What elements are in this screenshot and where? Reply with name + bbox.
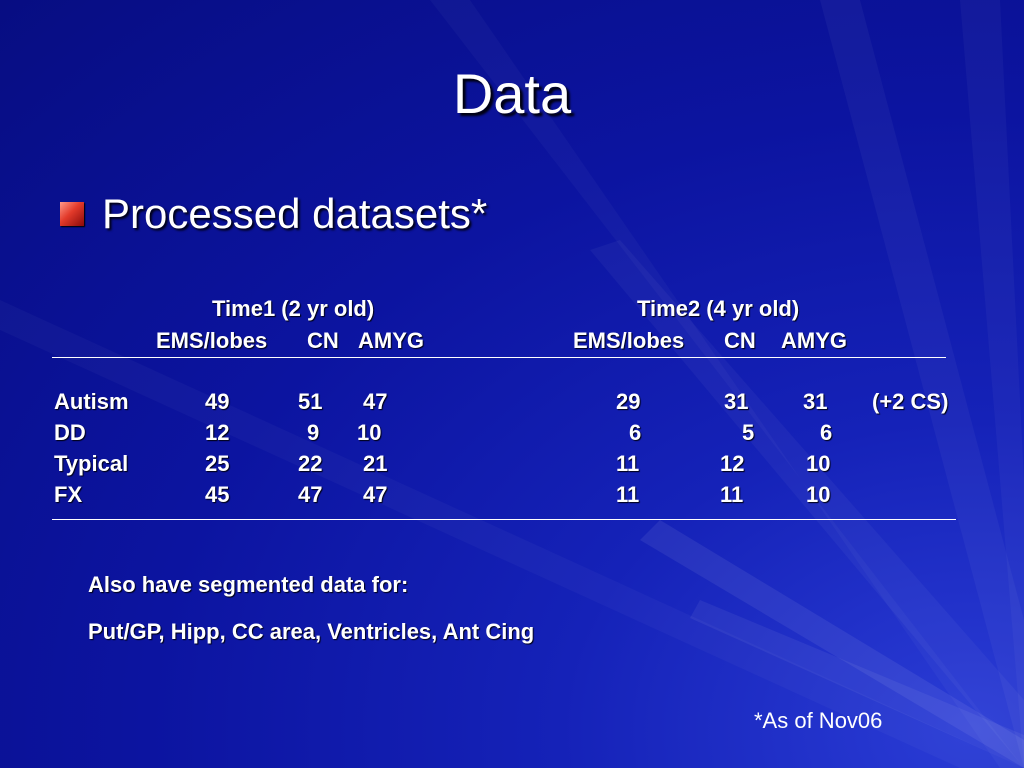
row-note: (+2 CS) xyxy=(872,389,949,414)
table-cell: 47 xyxy=(363,482,388,507)
table-cell: 5 xyxy=(742,420,755,445)
row-label: Typical xyxy=(54,451,129,476)
table-cell: 10 xyxy=(806,451,831,476)
col-header-cn-t1: CN xyxy=(307,328,339,353)
bullet-text: Processed datasets* xyxy=(102,190,488,237)
table-cell: 47 xyxy=(363,389,388,414)
col-header-amyg-t1: AMYG xyxy=(358,328,424,353)
table-cell: 47 xyxy=(298,482,323,507)
table-cell: 10 xyxy=(806,482,831,507)
table-bottom-rule xyxy=(52,519,956,520)
col-header-ems-lobes-t1: EMS/lobes xyxy=(156,328,268,353)
row-label: DD xyxy=(54,420,86,445)
table-cell: 29 xyxy=(616,389,641,414)
table-cell: 49 xyxy=(205,389,230,414)
table-cell: 6 xyxy=(820,420,833,445)
table-cell: 6 xyxy=(629,420,642,445)
table-cell: 31 xyxy=(724,389,749,414)
row-label: Autism xyxy=(54,389,129,414)
time1-header: Time1 (2 yr old) xyxy=(212,296,375,321)
col-header-cn-t2: CN xyxy=(724,328,756,353)
segmented-data-heading: Also have segmented data for: xyxy=(88,572,409,597)
table-cell: 21 xyxy=(363,451,388,476)
table-cell: 9 xyxy=(307,420,320,445)
row-label: FX xyxy=(54,482,83,507)
table-cell: 45 xyxy=(205,482,230,507)
slide-title: Data xyxy=(452,62,572,125)
table-cell: 11 xyxy=(616,482,640,507)
table-cell: 31 xyxy=(803,389,828,414)
table-cell: 22 xyxy=(298,451,323,476)
col-header-ems-lobes-t2: EMS/lobes xyxy=(573,328,685,353)
segmented-data-list: Put/GP, Hipp, CC area, Ventricles, Ant C… xyxy=(88,619,535,644)
table-cell: 51 xyxy=(298,389,323,414)
table-cell: 12 xyxy=(205,420,230,445)
col-header-amyg-t2: AMYG xyxy=(781,328,847,353)
footnote: *As of Nov06 xyxy=(754,708,883,733)
table-top-rule xyxy=(52,357,946,358)
square-bullet-icon xyxy=(60,202,84,226)
table-cell: 11 xyxy=(616,451,640,476)
table-cell: 11 xyxy=(720,482,744,507)
table-cell: 12 xyxy=(720,451,745,476)
time2-header: Time2 (4 yr old) xyxy=(637,296,800,321)
table-cell: 25 xyxy=(205,451,230,476)
table-cell: 10 xyxy=(357,420,382,445)
